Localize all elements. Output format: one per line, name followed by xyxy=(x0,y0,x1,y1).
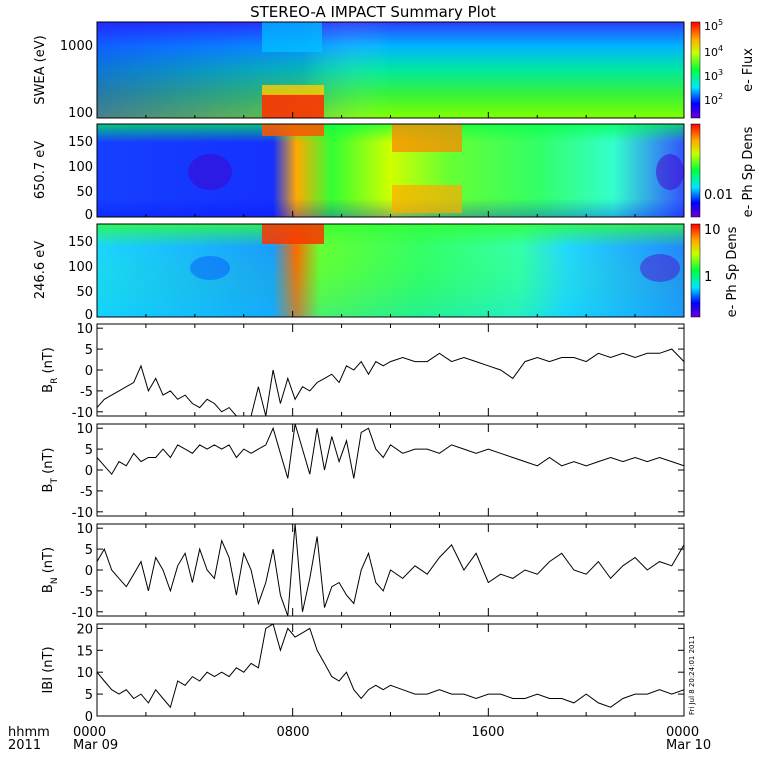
y-tick-label: -10 xyxy=(72,606,93,621)
time-tick-label: 1600 xyxy=(471,725,504,740)
time-tick-label: 0800 xyxy=(276,725,309,740)
colorbar-tick: 103 xyxy=(704,68,723,83)
series-ylabel: IBI (nT) xyxy=(41,646,56,693)
series-line xyxy=(97,424,684,479)
swea-ytick: 100 xyxy=(68,106,93,121)
panel-br: 10 5 0 -5 -10 BR (nT) xyxy=(41,322,685,421)
colorbar-label: e- Flux xyxy=(741,48,756,92)
panel-swea: SWEA (eV) 1000 100 xyxy=(33,21,685,121)
time-axis-label-hhmm: hhmm xyxy=(8,725,50,740)
y-tick-label: -10 xyxy=(72,406,93,421)
pad650-ytick: 150 xyxy=(68,135,93,150)
pad650-ytick: 100 xyxy=(68,160,93,175)
colorbar-tick: 105 xyxy=(704,18,723,33)
colorbar-pad650: 0.01 e- Ph Sp Dens xyxy=(690,123,756,217)
y-tick-label: 0 xyxy=(85,710,93,725)
y-tick-label: -5 xyxy=(80,585,93,600)
swea-ylabel: SWEA (eV) xyxy=(33,35,48,104)
colorbar-label: e- Ph Sp Dens xyxy=(725,226,740,317)
panel-bn: 10 5 0 -5 -10 BN (nT) xyxy=(41,522,685,621)
series-ylabel: BN (nT) xyxy=(41,547,60,593)
series-ylabel: BT (nT) xyxy=(41,448,60,493)
time-tick-label: 0000 xyxy=(73,725,106,740)
time-tick-label: 0000 xyxy=(666,725,699,740)
panel-b: 20 15 10 5 0 IBI (nT) xyxy=(41,622,685,725)
y-tick-label: 10 xyxy=(76,322,93,337)
colorbar-pad246: 10 1 e- Ph Sp Dens xyxy=(690,223,740,317)
panel-frame xyxy=(96,423,685,517)
y-tick-label: 5 xyxy=(85,443,93,458)
y-tick-label: 15 xyxy=(76,644,93,659)
panel-bt: 10 5 0 -5 -10 BT (nT) xyxy=(41,422,685,521)
y-tick-label: 5 xyxy=(85,343,93,358)
pad246-ytick: 50 xyxy=(76,285,93,300)
time-tick-date: Mar 09 xyxy=(73,738,118,753)
chart-title: STEREO-A IMPACT Summary Plot xyxy=(250,3,496,21)
y-tick-label: 10 xyxy=(76,422,93,437)
time-tick-date: Mar 10 xyxy=(666,738,711,753)
y-tick-label: 20 xyxy=(76,622,93,637)
pad650-ytick: 50 xyxy=(76,185,93,200)
series-line xyxy=(97,348,684,416)
time-axis: hhmm 2011 0000 Mar 09 0800 1600 0000 Mar… xyxy=(8,725,711,753)
panel-frame xyxy=(96,323,685,417)
y-tick-label: -10 xyxy=(72,506,93,521)
pad246-ytick: 0 xyxy=(85,308,93,323)
series-ylabel: BR (nT) xyxy=(41,347,60,393)
pad650-ylabel: 650.7 eV xyxy=(33,141,48,199)
y-tick-label: 10 xyxy=(76,666,93,681)
panel-pad-246: 246.6 eV 150 100 50 0 xyxy=(33,223,685,323)
y-tick-label: -5 xyxy=(80,485,93,500)
colorbar-tick: 0.01 xyxy=(704,188,733,203)
swea-ytick: 1000 xyxy=(60,39,93,54)
y-tick-label: 0 xyxy=(85,564,93,579)
pad650-ytick: 0 xyxy=(85,208,93,223)
pad246-ytick: 100 xyxy=(68,260,93,275)
timestamp-annotation: Fri Jul 8 20:24:01 2011 xyxy=(688,636,696,715)
series-line xyxy=(97,624,684,709)
colorbar-tick: 104 xyxy=(704,44,723,59)
colorbar-tick: 102 xyxy=(704,92,723,107)
y-tick-label: 0 xyxy=(85,364,93,379)
colorbar-label: e- Ph Sp Dens xyxy=(741,126,756,217)
time-axis-label-year: 2011 xyxy=(8,738,41,753)
colorbar-tick: 10 xyxy=(704,223,721,238)
pad246-ylabel: 246.6 eV xyxy=(33,241,48,299)
y-tick-label: 5 xyxy=(85,688,93,703)
colorbar-tick: 1 xyxy=(704,270,712,285)
pad246-ytick: 150 xyxy=(68,235,93,250)
y-tick-label: 0 xyxy=(85,464,93,479)
panel-frame xyxy=(96,623,685,717)
colorbar-swea: 105 104 103 102 e- Flux xyxy=(690,18,756,119)
panel-pad-650: 650.7 eV 150 100 50 0 xyxy=(33,123,685,223)
y-tick-label: 10 xyxy=(76,522,93,537)
y-tick-label: -5 xyxy=(80,385,93,400)
series-line xyxy=(97,524,684,616)
y-tick-label: 5 xyxy=(85,543,93,558)
